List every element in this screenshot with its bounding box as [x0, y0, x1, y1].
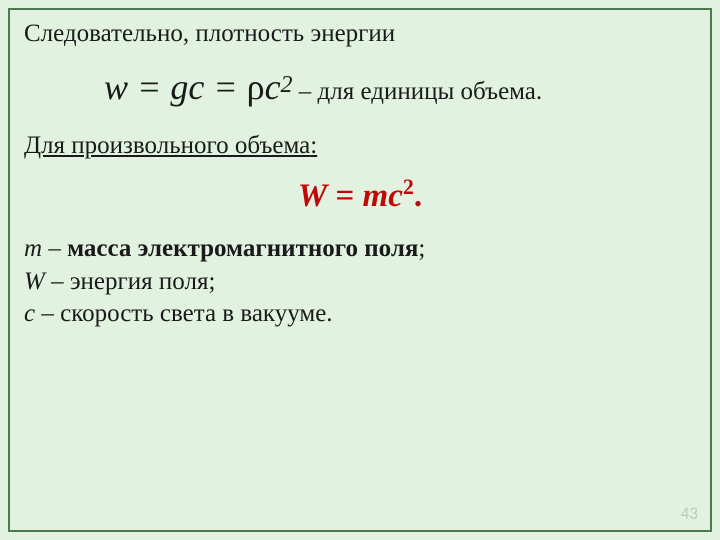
var-g: g [170, 67, 188, 107]
exponent-2a: 2 [281, 72, 293, 98]
eq-sign-3: = [327, 178, 362, 214]
eq-sign-2: = [204, 67, 246, 107]
eq-sign-1: = [128, 67, 170, 107]
var-rho: ρ [247, 67, 265, 107]
def-c-var: c [24, 300, 35, 327]
def-m-text: масса электромагнитного поля [67, 235, 418, 262]
formula-mc2: W = mc2. [24, 174, 696, 215]
formula-density: w = gc = ρc2 – для единицы объема. [104, 66, 696, 108]
slide: Следовательно, плотность энергии w = gc … [0, 0, 720, 540]
definitions-block: m – масса электромагнитного поля; W – эн… [24, 233, 696, 331]
def-c-text: – скорость света в вакууме. [35, 300, 332, 327]
exponent-2b: 2 [403, 174, 414, 199]
var-c-2: c [265, 67, 281, 107]
def-W: W – энергия поля; [24, 266, 696, 299]
var-W-big: W [298, 178, 327, 214]
formula-tail: – для единицы объема. [293, 78, 543, 105]
formula2-dot: . [414, 178, 422, 214]
arbitrary-volume-text: Для произвольного объема: [24, 132, 696, 160]
var-w: w [104, 67, 128, 107]
def-m-end: ; [418, 235, 425, 262]
def-W-var: W [24, 268, 45, 295]
page-number: 43 [681, 503, 698, 524]
def-W-text: – энергия поля; [45, 268, 216, 295]
def-m-sep: – [42, 235, 67, 262]
var-c-1: c [188, 67, 204, 107]
def-m: m – масса электромагнитного поля; [24, 233, 696, 266]
var-c-3: c [388, 178, 403, 214]
intro-text: Следовательно, плотность энергии [24, 20, 696, 48]
def-m-var: m [24, 235, 42, 262]
line2-colon: : [310, 132, 317, 159]
line2-text: Для произвольного объема [24, 132, 310, 159]
var-m: m [363, 178, 389, 214]
def-c: c – скорость света в вакууме. [24, 298, 696, 331]
